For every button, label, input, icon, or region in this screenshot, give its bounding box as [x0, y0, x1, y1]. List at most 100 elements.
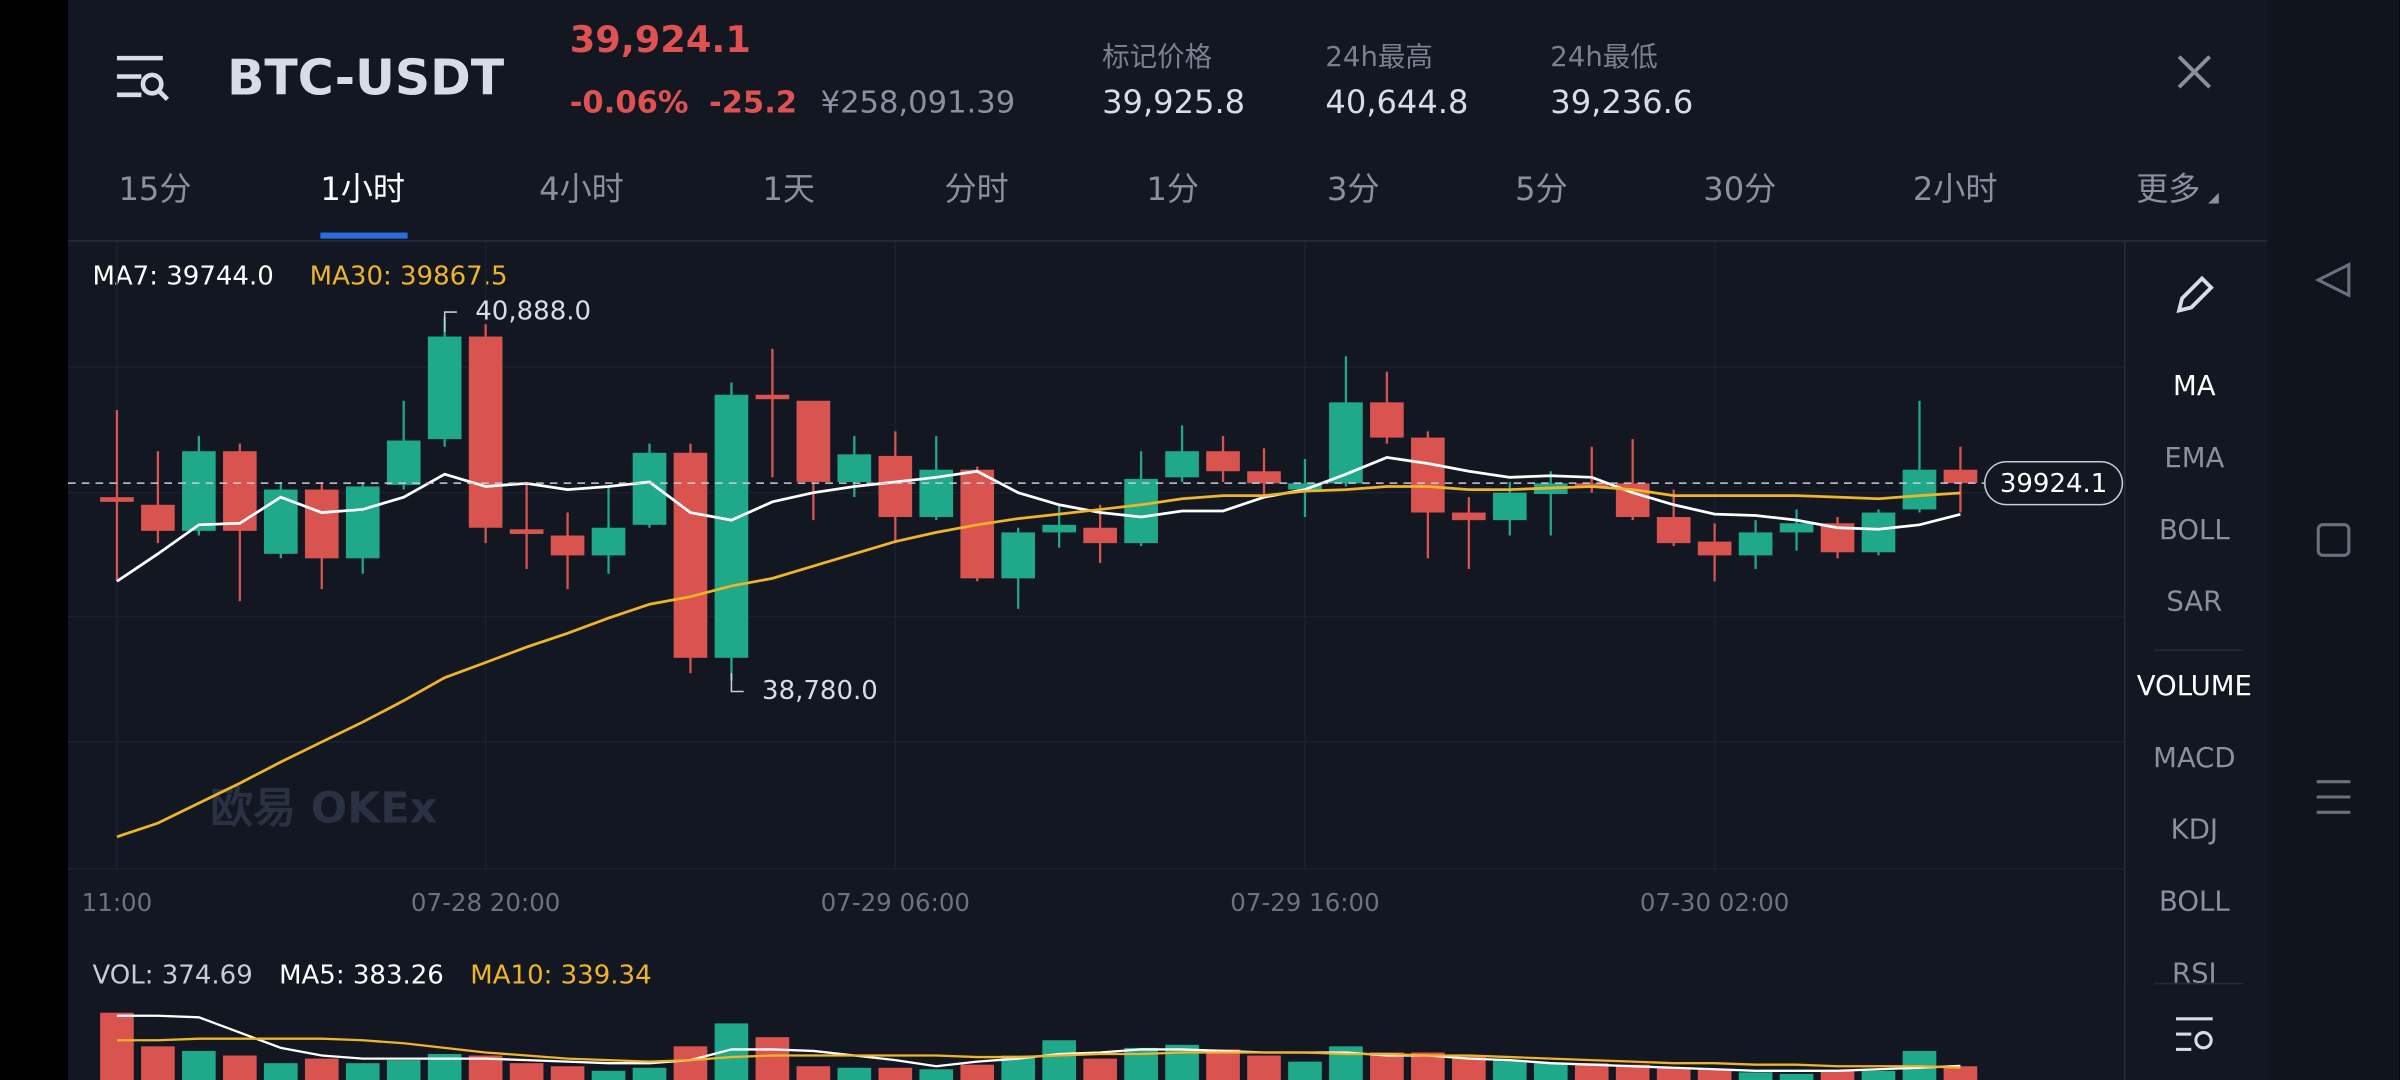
volume-bar: [837, 1067, 872, 1080]
volume-bar: [1370, 1052, 1404, 1080]
volume-bar: [878, 1067, 913, 1080]
nav-icons[interactable]: [2314, 262, 2351, 814]
volume-bar: [1288, 1061, 1322, 1080]
dropdown-arrow: [2208, 192, 2219, 204]
legend-entry: MA7: 39744.0: [92, 261, 273, 291]
volume-bar: [632, 1067, 667, 1080]
annotation-leader: [730, 673, 744, 693]
indicator[interactable]: BOLL: [2159, 886, 2230, 918]
volume-bar: [304, 1058, 339, 1080]
stat-label: 标记价格: [1102, 41, 1212, 73]
volume-bar: [1615, 1064, 1650, 1080]
plot: MA7: 39744.0 MA30: 39867.5 11:00 07-28 20:0…: [67, 241, 2124, 1080]
annotation: 38,780.0: [762, 676, 878, 706]
candle-body: [1370, 402, 1404, 438]
cny: ¥258,091.39: [821, 86, 1016, 121]
pair: BTC-USDT: [227, 50, 505, 107]
tab[interactable]: 5分: [1515, 170, 1568, 208]
indicator[interactable]: SAR: [2166, 586, 2222, 618]
candle-body: [468, 336, 503, 528]
candle-body: [1329, 402, 1363, 484]
candle-body: [386, 440, 421, 485]
volume-legend: MA5: 383.26: [279, 960, 444, 990]
candle-body: [141, 504, 175, 531]
volume-bar: [919, 1069, 954, 1080]
candle-body: [1452, 512, 1486, 521]
stat-value: 39,925.8: [1102, 83, 1245, 121]
candle-body: [673, 452, 708, 658]
candle-body: [1247, 471, 1281, 484]
volume-bar: [673, 1046, 708, 1080]
volume-legend: VOL: 374.69: [92, 960, 252, 990]
candle-body: [1943, 469, 1978, 484]
menu-icon[interactable]: [116, 55, 170, 102]
annotation-leader: [443, 311, 457, 332]
volume-legend: MA10: 339.34: [470, 960, 651, 990]
legend-entry: MA30: 39867.5: [310, 261, 508, 291]
candle-body: [1124, 478, 1158, 544]
volume-bar: [1247, 1055, 1281, 1080]
candle-body: [182, 451, 216, 531]
candle-body: [1206, 451, 1240, 472]
volume-bar: [1206, 1049, 1240, 1080]
tab[interactable]: 4小时: [539, 170, 624, 208]
price: 39,924.1: [570, 18, 751, 61]
tab[interactable]: 30分: [1703, 170, 1776, 208]
volume-bar: [1738, 1072, 1773, 1080]
x-tick-label: 07-29 06:00: [821, 888, 970, 917]
x-tick-label: 07-28 20:00: [411, 888, 560, 917]
candle-body: [1902, 469, 1937, 510]
candle-body: [345, 486, 380, 559]
volume-bar: [1861, 1070, 1896, 1080]
close-button[interactable]: [2177, 55, 2211, 89]
tab[interactable]: 更多: [2136, 170, 2200, 208]
volume-bar: [1943, 1066, 1978, 1080]
candle-body: [550, 535, 585, 556]
candle-body: [509, 529, 544, 534]
indicator[interactable]: MACD: [2153, 742, 2235, 774]
tab[interactable]: 分时: [945, 170, 1009, 208]
volume-bar: [509, 1063, 544, 1080]
volume-bar: [345, 1063, 380, 1080]
indicator[interactable]: BOLL: [2159, 514, 2230, 546]
pencil-icon[interactable]: [2176, 275, 2214, 314]
indicator[interactable]: KDJ: [2171, 814, 2218, 846]
volume-bar: [263, 1063, 298, 1080]
candle-body: [755, 394, 790, 400]
settings-icon[interactable]: [2175, 1017, 2213, 1051]
tab[interactable]: 2小时: [1913, 170, 1998, 208]
candle-body: [1165, 451, 1199, 478]
candle-body: [1083, 527, 1117, 544]
candle-body: [1656, 517, 1691, 544]
volume-bar: [1820, 1070, 1855, 1080]
watermark: 欧易 OKEx: [210, 783, 437, 833]
tab[interactable]: 15分: [118, 170, 191, 208]
candle-body: [1697, 541, 1732, 556]
volume-bar: [1574, 1063, 1609, 1080]
candle-body: [1861, 512, 1896, 553]
tab[interactable]: 1分: [1146, 170, 1199, 208]
indicator[interactable]: MA: [2173, 370, 2216, 402]
annotation: 40,888.0: [475, 297, 591, 327]
indicator[interactable]: EMA: [2164, 442, 2224, 474]
tab[interactable]: 1小时: [320, 170, 405, 208]
tab[interactable]: 1天: [762, 170, 815, 208]
volume-bar: [960, 1064, 995, 1080]
volume-bar: [1697, 1069, 1732, 1080]
candle-body: [1779, 523, 1814, 533]
change: -25.2: [709, 86, 797, 121]
candle-body: [796, 400, 831, 482]
stat-value: 40,644.8: [1325, 83, 1468, 121]
tab[interactable]: 3分: [1327, 170, 1380, 208]
volume-bar: [550, 1066, 585, 1080]
x-tick-label: 11:00: [82, 888, 153, 917]
change-pct: -0.06%: [570, 86, 689, 121]
last-price-tag: [1983, 460, 2124, 506]
indicator[interactable]: VOLUME: [2137, 670, 2252, 702]
candle-body: [1492, 492, 1527, 521]
volume-bar: [796, 1066, 831, 1080]
candle-body: [1574, 483, 1609, 487]
last-price: 39924.1: [2000, 469, 2108, 499]
candle-body: [427, 336, 462, 440]
